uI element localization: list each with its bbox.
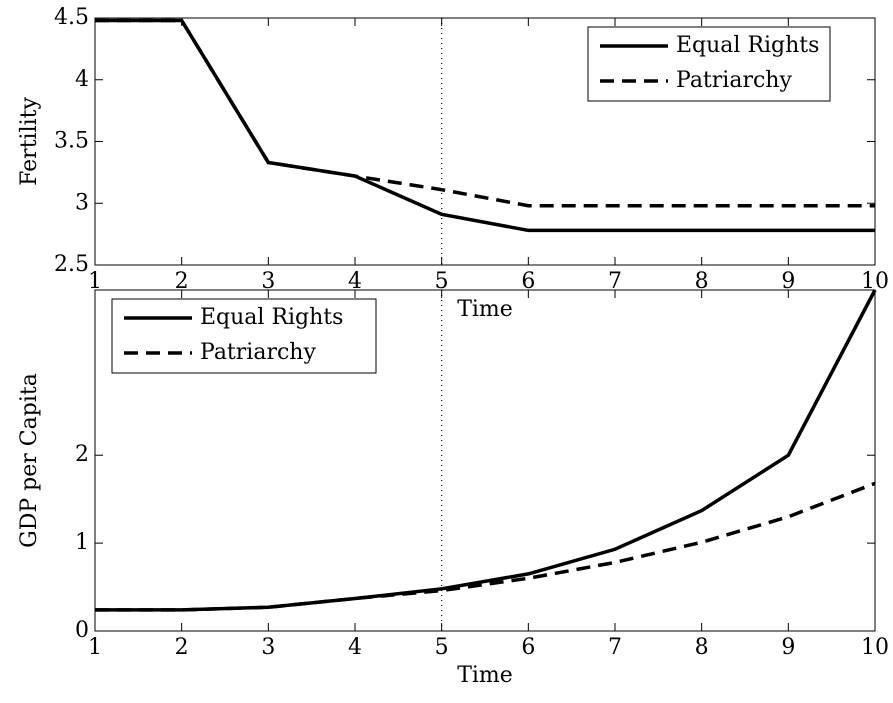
x-tick-label: 2	[175, 269, 189, 294]
legend-label: Patriarchy	[200, 340, 316, 365]
x-tick-label: 10	[861, 635, 889, 660]
y-axis-label: GDP per Capita	[17, 373, 42, 548]
data-line	[95, 289, 877, 612]
x-tick-label: 9	[781, 269, 795, 294]
x-tick-label: 8	[695, 269, 709, 294]
data-line	[95, 18, 875, 208]
x-tick-label: 5	[435, 269, 449, 294]
y-tick-label: 3.5	[54, 129, 89, 154]
x-tick-label: 8	[695, 635, 709, 660]
x-tick-label: 9	[781, 635, 795, 660]
x-axis-label: Time	[457, 663, 513, 688]
x-tick-label: 1	[88, 269, 102, 294]
x-tick-label: 1	[88, 635, 102, 660]
legend-label: Equal Rights	[200, 305, 343, 330]
legend-label: Equal Rights	[676, 33, 819, 58]
legend: Equal Rights Patriarchy	[111, 298, 377, 374]
data-line	[95, 18, 875, 233]
legend-box	[111, 298, 377, 374]
legend-label: Patriarchy	[676, 68, 792, 93]
y-axis-label: Fertility	[17, 97, 42, 186]
x-tick-label: 5	[435, 635, 449, 660]
y-tick-label: 3	[75, 190, 89, 215]
x-tick-label: 6	[521, 635, 535, 660]
y-tick-label: 4	[75, 67, 89, 92]
y-tick-label: 0	[75, 618, 89, 643]
x-tick-label: 6	[521, 269, 535, 294]
y-tick-label: 2	[75, 442, 89, 467]
legend: Equal Rights Patriarchy	[587, 26, 831, 102]
y-tick-label: 1	[75, 530, 89, 555]
x-tick-label: 3	[261, 269, 275, 294]
x-tick-label: 4	[348, 269, 362, 294]
x-axis-label: Time	[457, 297, 513, 322]
x-tick-label: 7	[608, 635, 622, 660]
y-tick-label: 4.5	[54, 5, 89, 30]
legend-box	[587, 26, 831, 102]
x-tick-label: 3	[261, 635, 275, 660]
x-tick-label: 7	[608, 269, 622, 294]
y-tick-label: 2.5	[54, 252, 89, 277]
x-tick-label: 4	[348, 635, 362, 660]
x-tick-label: 2	[175, 635, 189, 660]
data-line	[95, 481, 876, 612]
axes-box	[94, 289, 876, 632]
subplot: 1 2 3 4 5 6 7 8 9 102.533.544.5TimeFertilityEqual…	[17, 5, 889, 322]
